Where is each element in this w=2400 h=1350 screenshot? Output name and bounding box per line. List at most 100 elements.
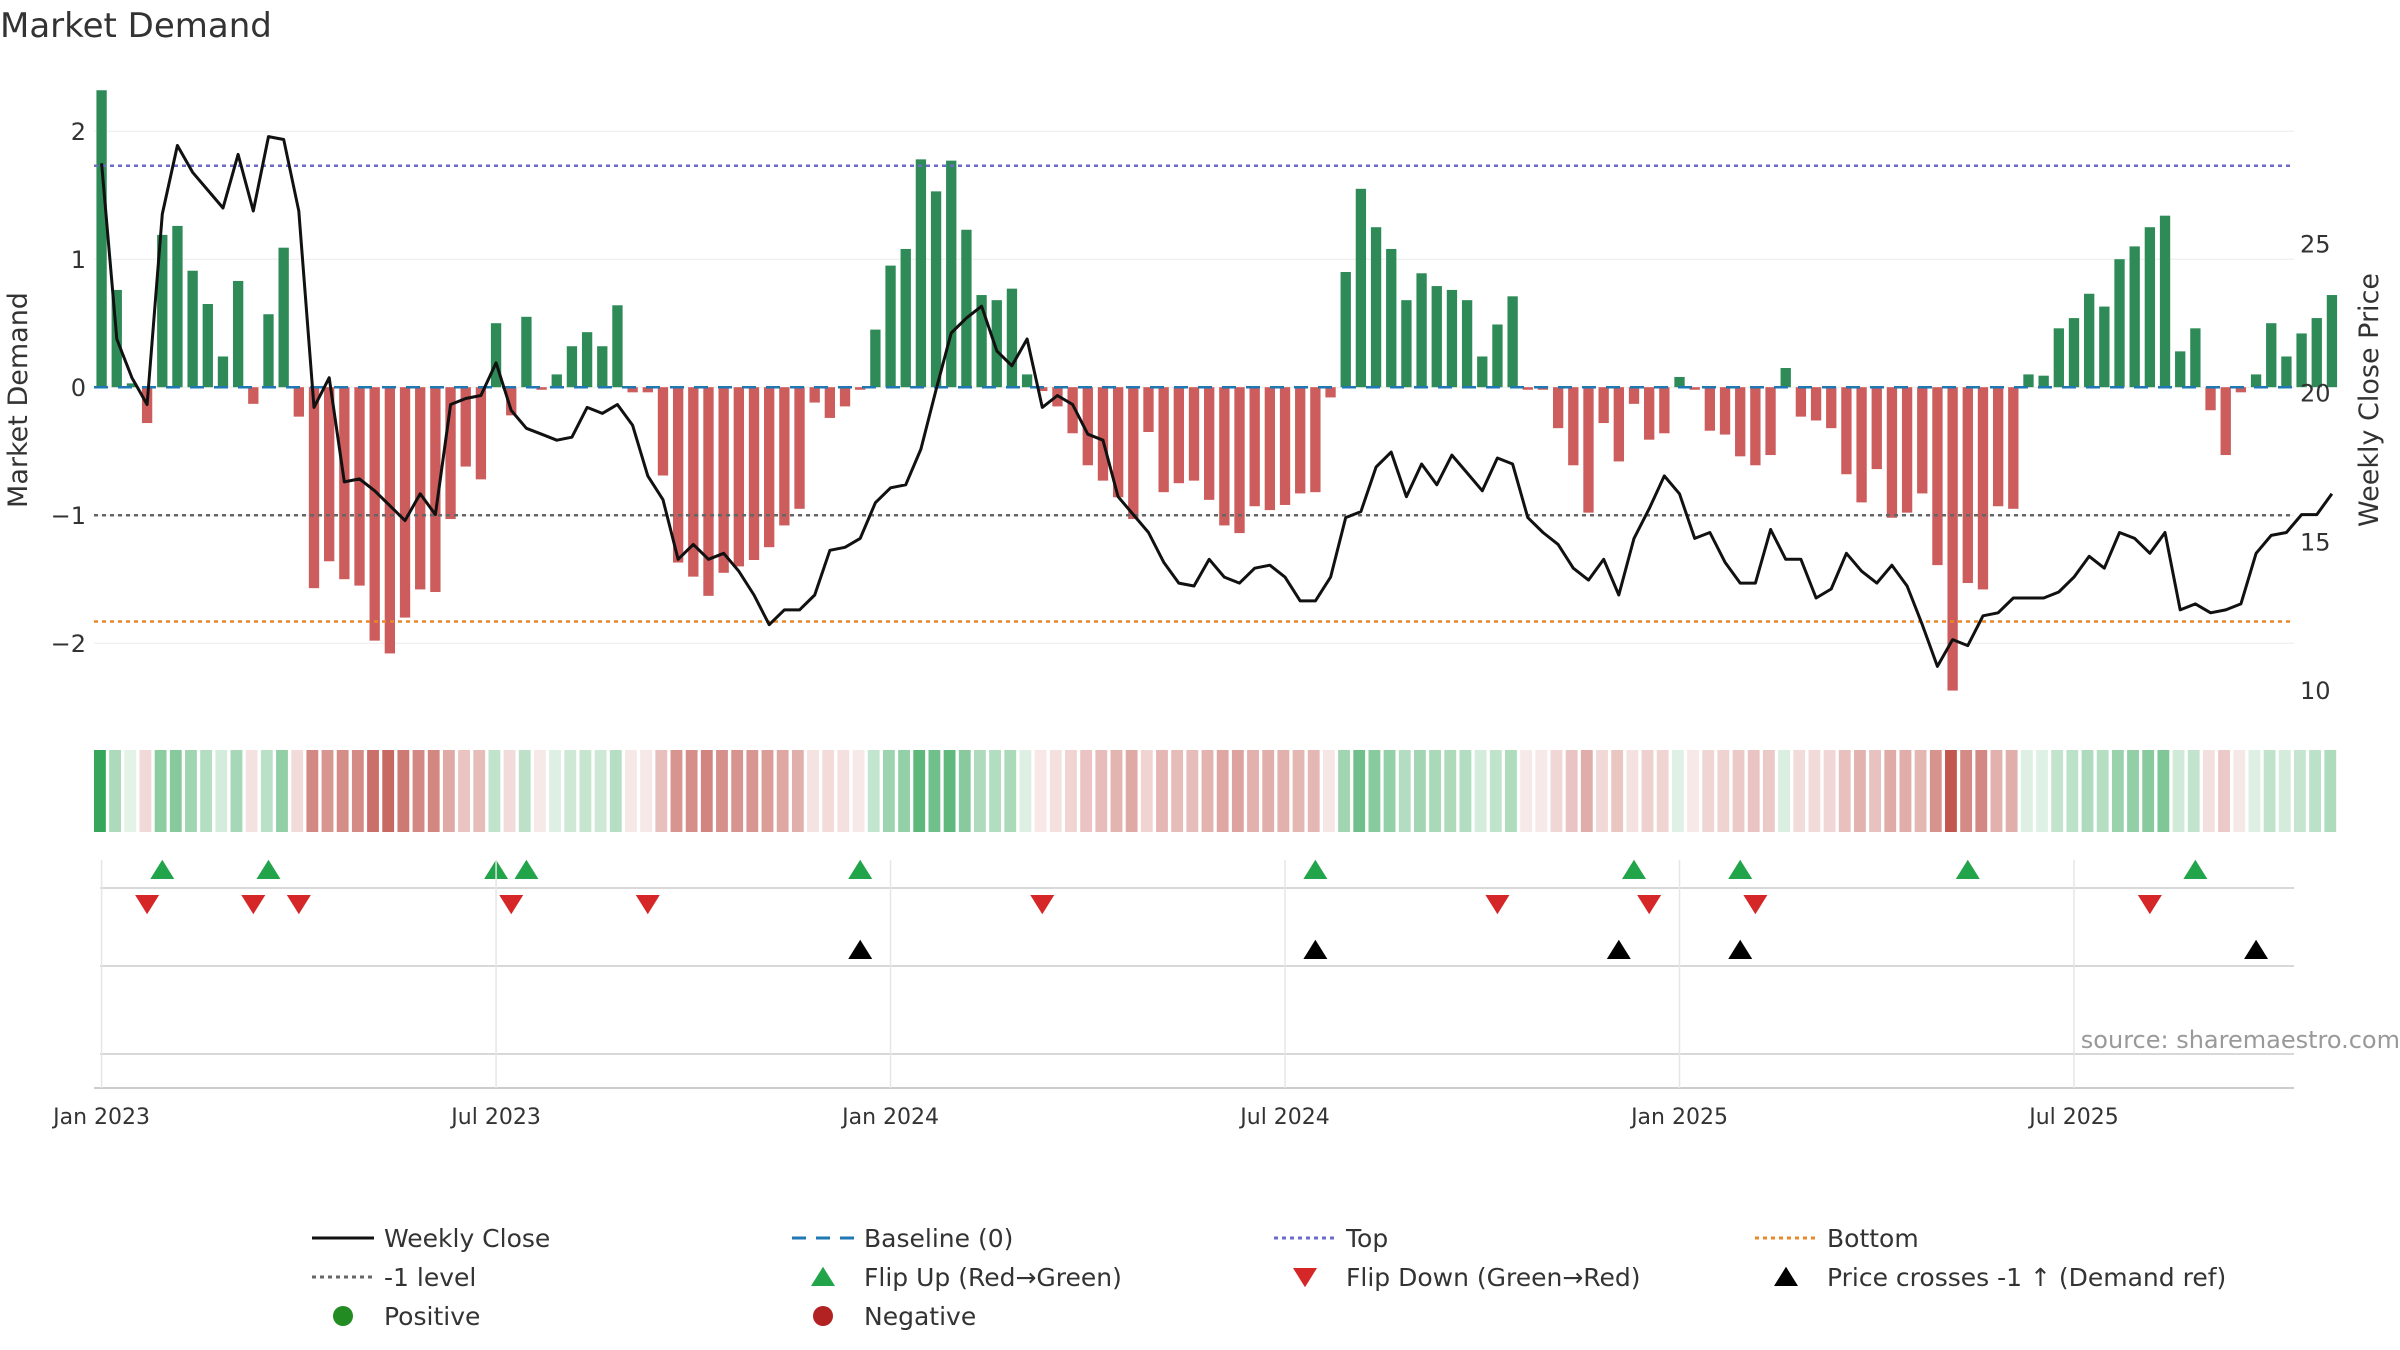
- heat-cell: [2020, 750, 2033, 832]
- x-tick-label: Jan 2024: [840, 1105, 939, 1130]
- heat-cell: [2309, 750, 2322, 832]
- heat-cell: [700, 750, 713, 832]
- heat-cell: [882, 750, 895, 832]
- heat-cell: [867, 750, 880, 832]
- heat-cell: [427, 750, 440, 832]
- demand-bar-negative: [324, 387, 335, 562]
- flip-up-marker: [1728, 859, 1753, 879]
- right-axis-label: Weekly Close Price: [2354, 273, 2385, 527]
- heat-cell: [2294, 750, 2306, 832]
- heat-cell: [1080, 750, 1093, 832]
- demand-bar-negative: [1097, 387, 1109, 481]
- demand-bar-negative: [1735, 387, 1746, 457]
- heat-cell: [594, 750, 607, 832]
- heat-cell: [518, 750, 531, 832]
- demand-bar-positive: [2038, 375, 2049, 388]
- demand-bar-negative: [1628, 387, 1640, 404]
- heat-cell: [2051, 750, 2064, 832]
- heat-cell: [1960, 750, 1973, 832]
- heat-cell: [1322, 750, 1335, 832]
- heat-cell: [564, 750, 577, 832]
- heat-cell: [321, 750, 334, 832]
- legend-label: Bottom: [1827, 1224, 1919, 1253]
- heat-cell: [2127, 750, 2139, 832]
- demand-bar-positive: [915, 159, 927, 388]
- demand-bar-negative: [657, 387, 669, 476]
- x-tick-label: Jul 2024: [1238, 1105, 1330, 1130]
- legend-label: Positive: [384, 1302, 480, 1331]
- heat-cell: [685, 750, 698, 832]
- legend-label: Flip Up (Red→Green): [864, 1263, 1122, 1292]
- heat-cell: [822, 750, 835, 832]
- demand-bar-negative: [1522, 387, 1533, 390]
- heat-cell: [200, 750, 213, 832]
- heat-cell: [943, 750, 956, 832]
- heat-cell: [670, 750, 683, 832]
- demand-bar-positive: [1674, 376, 1685, 388]
- heat-cell: [1747, 750, 1760, 832]
- price-cross-marker: [848, 939, 873, 959]
- heat-cell: [761, 750, 774, 832]
- flip-down-marker: [499, 895, 524, 915]
- demand-bar-positive: [2159, 215, 2171, 388]
- demand-bar-negative: [1644, 387, 1655, 440]
- flip-down-marker: [1637, 895, 1662, 915]
- price-line-layer: [100, 135, 2334, 668]
- heat-cell: [1505, 750, 1517, 832]
- heat-cell: [1247, 750, 1259, 832]
- heat-cell: [1231, 750, 1244, 832]
- demand-bar-negative: [1537, 387, 1549, 390]
- demand-bar-negative: [703, 387, 714, 596]
- heat-cell: [503, 750, 516, 832]
- heat-cell: [625, 750, 637, 832]
- demand-bar-negative: [764, 387, 775, 548]
- x-axis: Jan 2023 Jul 2023 Jan 2024 Jul 2024 Jan 2025…: [51, 860, 2294, 1130]
- heat-cell: [837, 750, 850, 832]
- demand-bar-negative: [1826, 387, 1837, 429]
- demand-bar-positive: [1370, 227, 1382, 388]
- demand-bar-positive: [976, 295, 987, 388]
- heat-cell: [1793, 750, 1806, 832]
- heat-cell: [989, 750, 1002, 832]
- demand-bar-negative: [460, 387, 471, 467]
- demand-bar-negative: [1325, 387, 1336, 398]
- demand-bar-negative: [1659, 387, 1670, 434]
- left-axis-label: Market Demand: [3, 292, 34, 508]
- heat-cell: [1838, 750, 1851, 832]
- demand-bar-negative: [1901, 387, 1913, 513]
- right-tick-label: 25: [2300, 231, 2331, 259]
- demand-bar-positive: [2099, 306, 2110, 388]
- demand-bar-negative: [1552, 387, 1564, 429]
- heat-cell: [1580, 750, 1593, 832]
- right-tick-label: 15: [2300, 528, 2331, 556]
- heat-cell: [791, 750, 804, 832]
- demand-bar-positive: [232, 280, 244, 388]
- legend-swatch-flip-up: [811, 1266, 835, 1286]
- demand-bar-positive: [217, 356, 229, 388]
- heat-cell: [260, 750, 273, 832]
- heat-cell: [1398, 750, 1411, 832]
- heat-cell: [1095, 750, 1108, 832]
- demand-bar-negative: [1886, 387, 1898, 518]
- heat-cell: [1489, 750, 1502, 832]
- demand-bar-negative: [399, 387, 411, 618]
- left-tick-label: 1: [71, 246, 86, 274]
- demand-bar-negative: [1795, 387, 1807, 417]
- demand-bar-positive: [2084, 293, 2095, 388]
- heat-cell: [442, 750, 455, 832]
- heat-cell: [746, 750, 759, 832]
- heat-cell: [458, 750, 470, 832]
- demand-bar-positive: [1401, 300, 1412, 388]
- heat-cell: [2005, 750, 2018, 832]
- demand-bar-positive: [2114, 259, 2125, 388]
- heat-cell: [139, 750, 152, 832]
- heat-cell: [1383, 750, 1396, 832]
- heat-cell: [1899, 750, 1912, 832]
- heat-cell: [1596, 750, 1608, 832]
- heat-cell: [609, 750, 622, 832]
- legend-swatch-negative: [813, 1306, 833, 1326]
- heat-cell: [579, 750, 592, 832]
- heat-cell: [2096, 750, 2109, 832]
